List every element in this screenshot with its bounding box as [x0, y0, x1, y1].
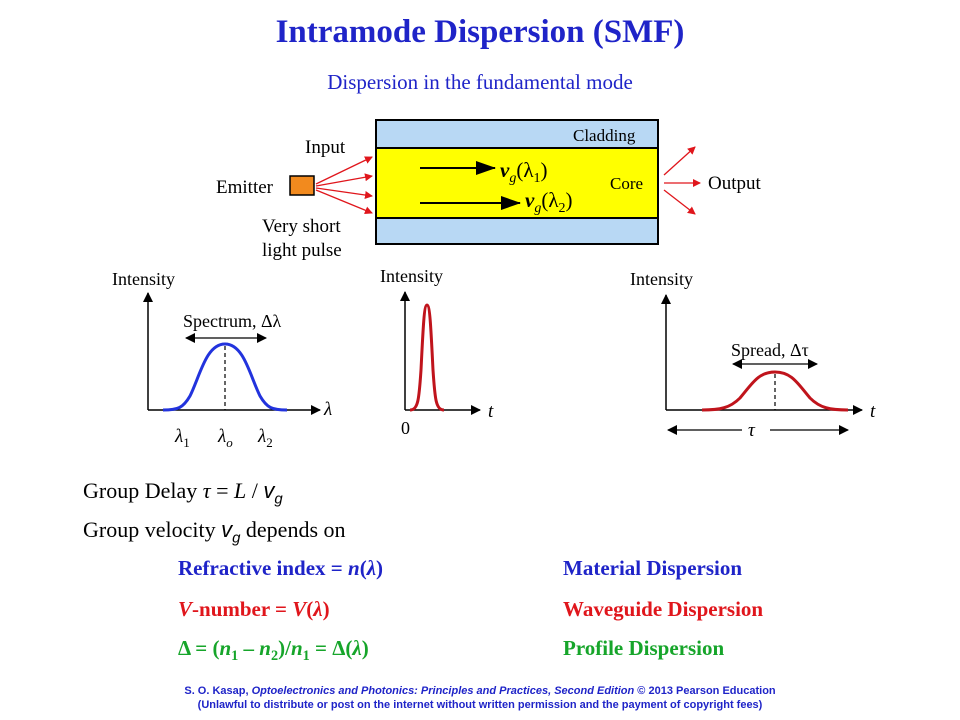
- slide-subtitle: Dispersion in the fundamental mode: [327, 70, 633, 94]
- input-pulse-curve: [409, 303, 445, 412]
- waveguide-dispersion-label: Waveguide Dispersion: [563, 597, 764, 621]
- vg1-label: vg(λ1): [500, 158, 548, 186]
- output-pulse-plot: Intensity Spread, Δτ t τ: [630, 269, 876, 441]
- output-label: Output: [708, 173, 762, 194]
- group-delay-line: Group Delay τ = L / vg: [83, 478, 283, 508]
- spectrum-curve: [162, 342, 288, 412]
- emitter-block: [289, 175, 315, 196]
- tick-lambdao: λo: [217, 426, 233, 450]
- spectrum-plot: Intensity Spectrum, Δλ λ λ1 λo λ2: [112, 269, 332, 450]
- tick-lambda2: λ2: [257, 426, 273, 450]
- output-pulse-ylabel: Intensity: [630, 269, 693, 289]
- input-label: Input: [305, 137, 346, 158]
- material-cause: Refractive index = n(λ): [178, 556, 384, 580]
- input-pulse-ylabel: Intensity: [380, 266, 443, 286]
- input-pulse-plot: Intensity t 0: [380, 266, 494, 438]
- profile-dispersion-label: Profile Dispersion: [563, 636, 725, 660]
- output-pulse-curve: [701, 370, 849, 412]
- output-pulse-annotation: Spread, Δτ: [731, 340, 809, 360]
- short-pulse-label-1: Very short: [262, 216, 341, 237]
- output-rays: [663, 146, 701, 215]
- fiber-dispersion-diagram: Cladding Core vg(λ1) vg(λ2) Input Emitte…: [112, 119, 876, 450]
- output-pulse-xvar: t: [870, 401, 876, 422]
- input-pulse-origin: 0: [401, 418, 410, 438]
- footer-citation: S. O. Kasap, Optoelectronics and Photoni…: [0, 684, 960, 712]
- spectrum-xvar: λ: [323, 399, 332, 420]
- footer-line-2: (Unlawful to distribute or post on the i…: [197, 699, 763, 711]
- spectrum-annotation: Spectrum, Δλ: [183, 311, 282, 331]
- slide-title: Intramode Dispersion (SMF): [275, 14, 685, 50]
- vg2-label: vg(λ2): [525, 188, 573, 216]
- spectrum-ylabel: Intensity: [112, 269, 175, 289]
- emitter-label: Emitter: [216, 177, 274, 198]
- tick-lambda1: λ1: [174, 426, 190, 450]
- short-pulse-label-2: light pulse: [262, 240, 342, 261]
- material-dispersion-label: Material Dispersion: [563, 556, 743, 580]
- core-label: Core: [610, 174, 643, 193]
- output-pulse-width-label: τ: [748, 420, 756, 441]
- input-pulse-xvar: t: [488, 401, 494, 422]
- cladding-label: Cladding: [573, 126, 636, 145]
- cladding-bottom: [375, 217, 659, 245]
- profile-cause: Δ = (n1 – n2)/n1 = Δ(λ): [178, 636, 369, 665]
- footer-line-1: S. O. Kasap, Optoelectronics and Photoni…: [184, 685, 776, 697]
- input-rays: [315, 156, 373, 215]
- group-velocity-line: Group velocity vg depends on: [83, 517, 346, 547]
- waveguide-cause: V-number = V(λ): [178, 597, 330, 621]
